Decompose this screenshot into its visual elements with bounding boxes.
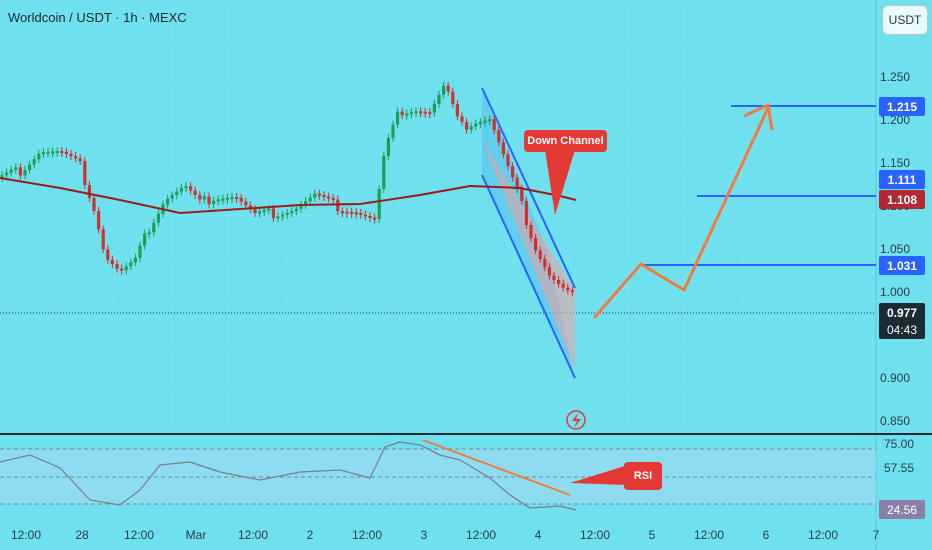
price-label: 1.150 xyxy=(880,156,911,170)
short-position-zone xyxy=(482,140,575,370)
time-axis-label: 12:00 xyxy=(10,528,42,542)
time-axis-label: 12:00 xyxy=(465,528,497,542)
time-axis-label: 12:00 xyxy=(693,528,725,542)
channel-lower-line[interactable] xyxy=(481,174,576,379)
time-axis-label: 6 xyxy=(762,528,770,542)
current-price-badge[interactable]: 0.977 xyxy=(879,303,925,322)
rsi-divergence-line[interactable] xyxy=(422,439,571,496)
lightning-icon[interactable] xyxy=(566,410,586,430)
price-label: 1.000 xyxy=(880,285,911,299)
rsi-annotation-label[interactable]: RSI xyxy=(624,462,662,490)
price-label: 0.850 xyxy=(880,414,911,428)
time-axis-label: 12:00 xyxy=(579,528,611,542)
time-axis-label: 3 xyxy=(420,528,428,542)
currency-button[interactable]: USDT xyxy=(882,5,928,35)
rsi-pointer xyxy=(570,465,628,485)
price-grid xyxy=(0,0,876,433)
chart-title: Worldcoin / USDT · 1h · MEXC xyxy=(8,10,187,25)
time-axis-label: 7 xyxy=(872,528,880,542)
time-axis-label: 12:00 xyxy=(351,528,383,542)
rsi-level-label: 57.55 xyxy=(884,461,915,475)
time-axis-label: 12:00 xyxy=(237,528,269,542)
time-axis-label: 12:00 xyxy=(123,528,155,542)
down-channel-pointer xyxy=(545,150,575,215)
price-label: 0.900 xyxy=(880,371,911,385)
down-channel-label[interactable]: Down Channel xyxy=(524,130,607,152)
time-axis-label: 5 xyxy=(648,528,656,542)
candles xyxy=(0,81,574,297)
price-badge-1031[interactable]: 1.031 xyxy=(879,256,925,275)
rsi-current-badge: 24.56 xyxy=(879,500,925,519)
bar-countdown: 04:43 xyxy=(879,320,925,339)
channel-upper-line[interactable] xyxy=(481,87,576,289)
price-label: 1.250 xyxy=(880,70,911,84)
price-badge-1111[interactable]: 1.111 xyxy=(879,170,925,189)
projection-path[interactable] xyxy=(592,107,770,319)
lightning-glyph xyxy=(572,413,581,428)
price-label: 1.200 xyxy=(880,113,911,127)
moving-average-line xyxy=(0,177,577,215)
price-badge-1108[interactable]: 1.108 xyxy=(879,190,925,209)
rsi-line xyxy=(0,441,577,511)
rsi-level-label: 75.00 xyxy=(884,437,915,451)
time-axis-label: 28 xyxy=(75,528,89,542)
projection-arrowhead xyxy=(743,102,774,131)
time-axis-label: 12:00 xyxy=(807,528,839,542)
price-badge-1215[interactable]: 1.215 xyxy=(879,97,925,116)
time-axis-label: 2 xyxy=(306,528,314,542)
price-label: 1.050 xyxy=(880,242,911,256)
time-axis-label: Mar xyxy=(185,528,207,542)
time-axis-label: 4 xyxy=(534,528,542,542)
